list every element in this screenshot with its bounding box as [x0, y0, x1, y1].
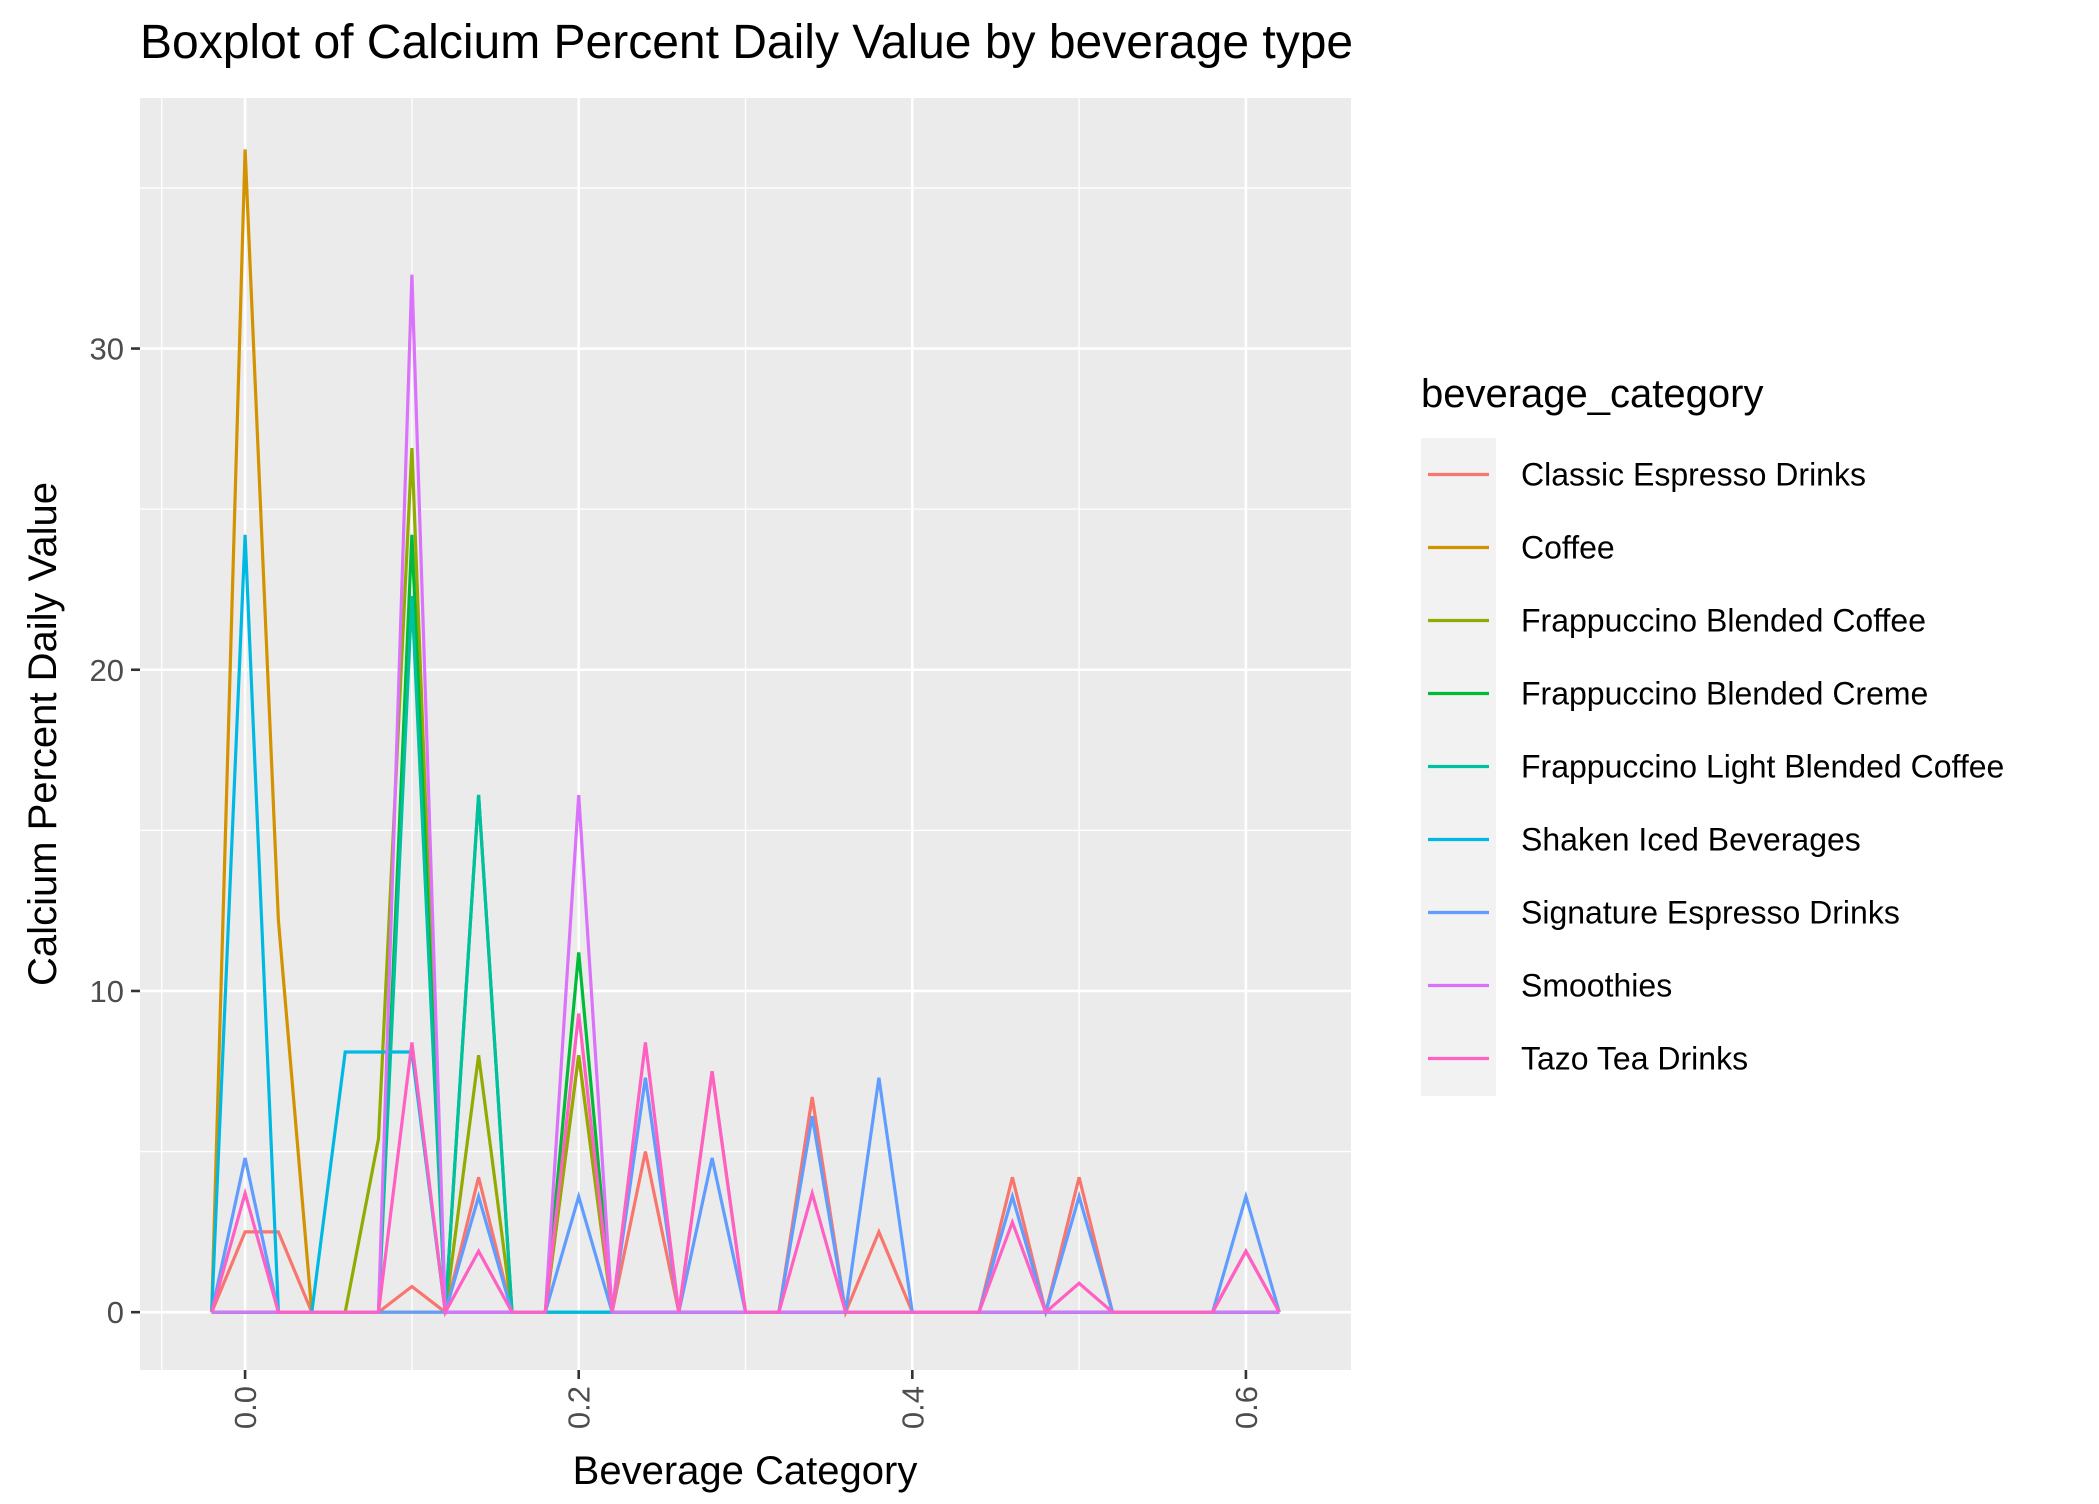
legend-label: Tazo Tea Drinks — [1521, 1041, 1748, 1077]
legend-label: Frappuccino Light Blended Coffee — [1521, 749, 2004, 785]
y-tick-label: 20 — [90, 653, 124, 688]
minor-gridlines — [140, 98, 1351, 1370]
x-axis: 0.0 0.2 0.4 0.6 — [228, 1370, 1264, 1429]
y-axis-label: Calcium Percent Daily Value — [21, 482, 65, 986]
legend-label: Shaken Iced Beverages — [1521, 822, 1861, 858]
legend-label: Frappuccino Blended Creme — [1521, 676, 1928, 712]
series-lines — [210, 149, 1281, 1319]
legend: beverage_category Classic Espresso Drink… — [1421, 372, 2004, 1096]
y-tick-label: 0 — [107, 1295, 124, 1330]
chart-title: Boxplot of Calcium Percent Daily Value b… — [140, 16, 1353, 69]
legend-label: Signature Espresso Drinks — [1521, 895, 1900, 931]
x-tick-label: 0.4 — [895, 1386, 930, 1429]
legend-title: beverage_category — [1421, 372, 1763, 416]
x-tick-label: 0.2 — [562, 1386, 597, 1429]
legend-items: Classic Espresso Drinks Coffee Frappuccino… — [1428, 457, 2004, 1077]
y-axis: 0 10 20 30 — [90, 332, 140, 1330]
legend-label: Classic Espresso Drinks — [1521, 457, 1866, 493]
y-tick-label: 30 — [90, 332, 124, 367]
y-tick-label: 10 — [90, 974, 124, 1009]
legend-label: Smoothies — [1521, 968, 1672, 1004]
x-axis-label: Beverage Category — [573, 1449, 918, 1493]
series-line — [210, 1013, 1281, 1318]
x-tick-label: 0.0 — [228, 1386, 263, 1429]
legend-label: Frappuccino Blended Coffee — [1521, 603, 1926, 639]
legend-label: Coffee — [1521, 530, 1615, 566]
x-tick-label: 0.6 — [1229, 1386, 1264, 1429]
